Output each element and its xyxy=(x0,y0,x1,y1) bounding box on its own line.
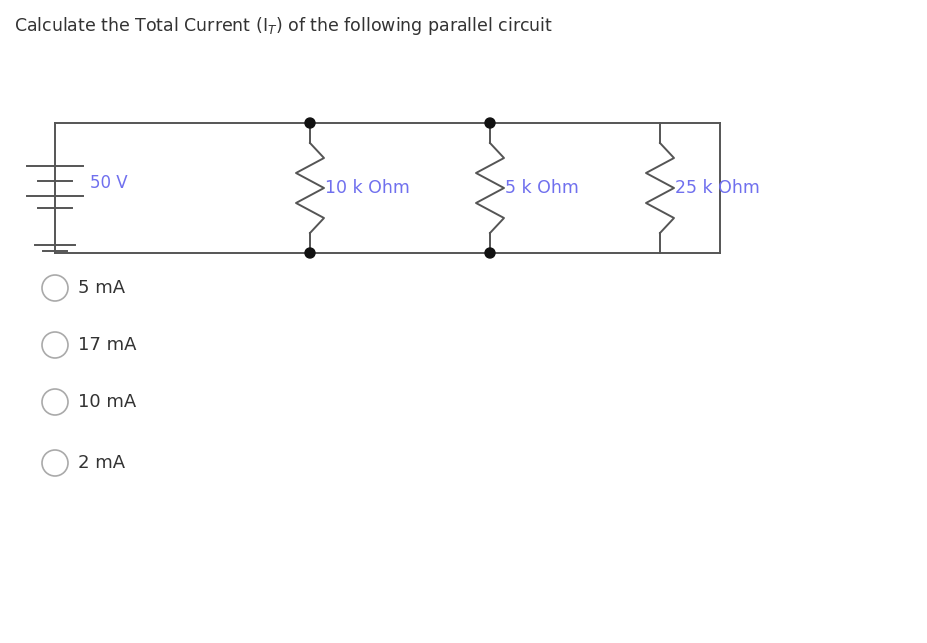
Text: Calculate the Total Current (I$_T$) of the following parallel circuit: Calculate the Total Current (I$_T$) of t… xyxy=(14,15,552,37)
Text: 50 V: 50 V xyxy=(90,174,128,192)
Text: 17 mA: 17 mA xyxy=(78,336,136,354)
Text: 25 k Ohm: 25 k Ohm xyxy=(674,179,759,197)
Text: 10 k Ohm: 10 k Ohm xyxy=(324,179,410,197)
Circle shape xyxy=(485,118,494,128)
Circle shape xyxy=(305,248,314,258)
Circle shape xyxy=(485,248,494,258)
Text: 5 k Ohm: 5 k Ohm xyxy=(504,179,578,197)
Text: 2 mA: 2 mA xyxy=(78,454,125,472)
Circle shape xyxy=(305,118,314,128)
Text: 10 mA: 10 mA xyxy=(78,393,136,411)
Text: 5 mA: 5 mA xyxy=(78,279,125,297)
